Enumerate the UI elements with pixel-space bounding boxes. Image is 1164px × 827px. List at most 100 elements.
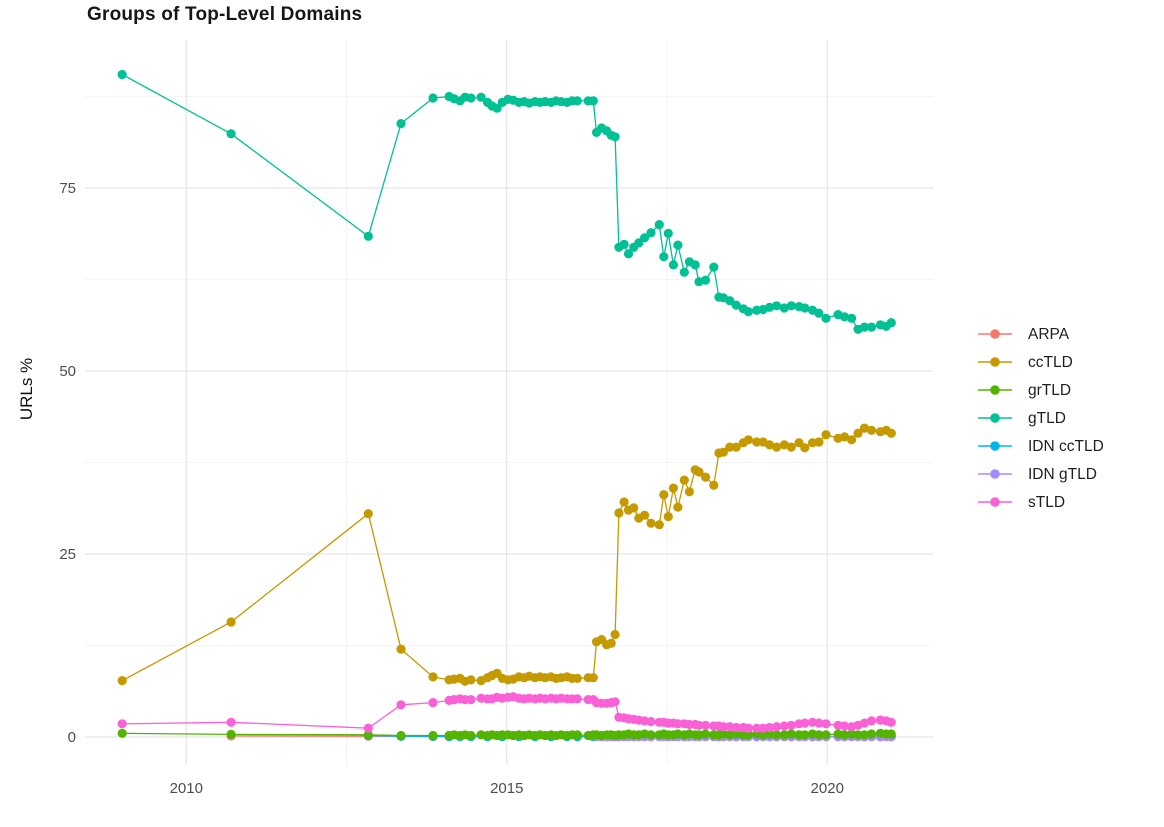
data-point xyxy=(814,730,824,740)
data-point xyxy=(718,447,729,457)
data-point xyxy=(668,260,679,270)
data-point xyxy=(673,719,683,729)
data-point xyxy=(700,472,711,482)
data-point xyxy=(765,729,775,739)
data-point xyxy=(646,730,656,740)
data-point xyxy=(853,428,863,438)
data-point xyxy=(619,497,629,507)
data-point xyxy=(614,508,624,518)
data-point xyxy=(659,490,669,500)
data-point xyxy=(572,96,582,106)
data-point xyxy=(765,722,775,733)
data-point xyxy=(606,638,616,648)
legend-key-point-icon xyxy=(990,329,1000,339)
data-point xyxy=(814,308,824,318)
series-gTLD xyxy=(117,69,896,334)
data-point xyxy=(847,313,857,323)
data-point xyxy=(610,629,620,640)
data-point xyxy=(700,720,711,730)
data-point xyxy=(731,729,741,739)
data-point xyxy=(772,442,782,452)
series-grTLD xyxy=(117,728,896,741)
data-point xyxy=(743,435,754,445)
data-point xyxy=(765,302,775,312)
data-point xyxy=(668,483,679,493)
data-point xyxy=(821,313,831,323)
data-point xyxy=(772,722,782,732)
data-point xyxy=(847,435,857,445)
data-point xyxy=(859,730,870,740)
data-point xyxy=(866,716,877,726)
data-point xyxy=(663,511,673,522)
data-point xyxy=(786,301,796,311)
legend: ARPA ccTLD grTLD gTLD IDN ccTLD IDN gTLD sTLD xyxy=(978,326,1104,511)
data-point xyxy=(752,437,762,447)
series-ccTLD xyxy=(117,423,896,686)
data-point xyxy=(752,723,762,733)
y-tick-label: 25 xyxy=(59,546,76,563)
data-point xyxy=(839,312,850,322)
data-point xyxy=(709,480,719,490)
data-point xyxy=(679,475,689,485)
legend-item-IDN-ccTLD: IDN ccTLD xyxy=(978,438,1104,455)
legend-key-point-icon xyxy=(990,357,1000,367)
data-point xyxy=(428,730,438,741)
data-point xyxy=(610,697,620,707)
data-point xyxy=(466,675,476,685)
data-point xyxy=(690,260,700,270)
legend-label: sTLD xyxy=(1028,494,1065,511)
data-point xyxy=(859,718,870,728)
data-point xyxy=(731,722,741,733)
data-point xyxy=(588,96,598,106)
data-point xyxy=(226,729,236,740)
data-point xyxy=(363,730,373,740)
data-point xyxy=(821,719,831,729)
data-point xyxy=(646,228,656,238)
axis-tick-labels: 0 25 50 75 2010 2015 2020 xyxy=(59,180,844,797)
x-tick-label: 2010 xyxy=(170,780,203,797)
data-point xyxy=(654,520,664,530)
data-point xyxy=(588,673,598,683)
data-point xyxy=(654,220,664,230)
data-point xyxy=(859,423,870,433)
data-point xyxy=(363,723,373,733)
legend-item-gTLD: gTLD xyxy=(978,410,1066,427)
data-point xyxy=(646,518,656,528)
data-point xyxy=(886,717,896,727)
legend-key-point-icon xyxy=(990,469,1000,479)
data-point xyxy=(694,467,704,477)
data-point xyxy=(659,252,669,262)
data-point xyxy=(679,267,689,277)
data-point xyxy=(476,92,486,102)
data-point xyxy=(673,502,683,512)
data-point xyxy=(619,239,629,249)
data-point xyxy=(866,322,877,332)
legend-item-ARPA: ARPA xyxy=(978,326,1070,343)
data-point xyxy=(765,440,775,450)
legend-item-IDN-gTLD: IDN gTLD xyxy=(978,466,1097,483)
data-point xyxy=(396,700,406,710)
y-axis-title: URLs % xyxy=(17,357,36,421)
data-point xyxy=(800,718,810,728)
data-point xyxy=(886,729,896,739)
data-point xyxy=(718,722,729,732)
data-point xyxy=(363,231,373,241)
data-point xyxy=(117,728,127,738)
gridlines xyxy=(85,40,933,765)
legend-key-point-icon xyxy=(990,441,1000,451)
data-point xyxy=(800,730,810,740)
data-point xyxy=(363,509,373,519)
data-point xyxy=(821,730,831,740)
legend-label: IDN ccTLD xyxy=(1028,438,1104,455)
data-point xyxy=(396,730,406,741)
data-point xyxy=(640,233,650,243)
data-point xyxy=(743,723,754,733)
data-point xyxy=(466,695,476,705)
data-point xyxy=(572,673,582,684)
series-sTLD xyxy=(117,692,896,733)
data-point xyxy=(779,721,789,731)
data-point xyxy=(839,730,850,740)
data-point xyxy=(859,322,870,332)
data-point xyxy=(800,443,810,453)
